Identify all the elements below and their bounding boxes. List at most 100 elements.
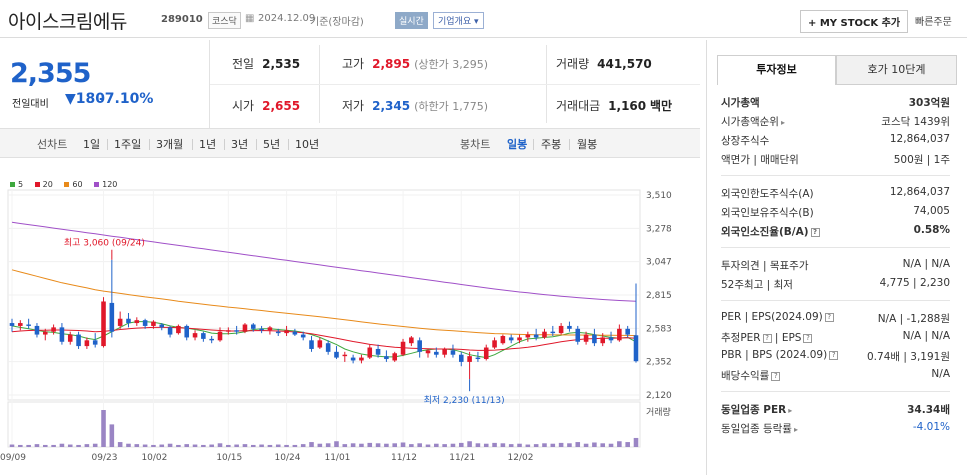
period-1y[interactable]: 1년 [199,138,217,151]
volume-bar [259,444,264,447]
info-label: 배당수익률? [721,368,781,383]
lower-limit: (하한가 1,775) [414,100,488,113]
volume-bar [608,443,614,447]
volume-bar [409,444,414,447]
help-icon[interactable]: ? [803,333,813,343]
axes: 3,510 3,278 3,047 2,815 2,583 2,352 2,120 09/09… [0,191,672,463]
candle-body [475,357,481,360]
realtime-button[interactable]: 실시간 [395,12,428,29]
info-value: 코스닥 1439위 [881,116,950,128]
amount-label: 거래대금 [556,99,601,113]
tab-investment-info[interactable]: 투자정보 [717,55,836,85]
volume-bar [275,444,281,447]
volume-pane-frame [7,401,641,448]
candle-body [76,334,81,347]
volume-bar [575,442,581,447]
info-label: 외국인보유주식수(B) [721,207,814,219]
quote-basis: 기준(장마감) [310,17,364,28]
open-label: 시가 [232,99,255,113]
info-row: 외국인보유주식수(B) 74,005 [721,205,950,223]
period-10y[interactable]: 10년 [295,138,320,151]
candle-weekly[interactable]: 주봉 [541,138,562,151]
volume-bar [633,437,639,447]
investment-info-panel: 투자정보 호가 10단계 시가총액 303억원 시가총액순위 ▸ 코스닥 1439위 … [706,40,967,475]
candle-body [400,341,406,355]
candle-body [359,357,364,361]
add-my-stock-button[interactable]: + MY STOCK 추가 [800,10,909,33]
candle-daily[interactable]: 일봉 [507,138,528,151]
candle-body [267,327,273,331]
period-3m[interactable]: 3개월 [156,138,184,151]
info-row: 배당수익률? N/A [721,368,950,386]
opinion-value: N/A [902,258,922,270]
help-icon[interactable]: ? [762,333,772,343]
tab-order-book[interactable]: 호가 10단계 [836,55,957,85]
candle-body [84,340,90,347]
candle-body [167,327,173,335]
ma-20-line [11,326,637,351]
volume-bar [517,443,522,447]
volume-bar [284,444,289,447]
candle-body [159,324,165,328]
info-label: 52주최고 | 최저 [721,279,793,291]
volume-bar [417,443,422,447]
info-row: 외국인소진율(B/A)? 0.58% [721,224,950,242]
period-3y[interactable]: 3년 [231,138,249,151]
candle-body [350,357,356,361]
volume-bar [567,443,572,447]
volume-bar [9,444,15,447]
info-label: 액면가 | 매매단위 [721,154,799,166]
current-price: 2,355 [10,58,91,89]
info-label: 동일업종 등락률 ▸ [721,421,798,436]
trade-amount: 거래대금 1,160 백만 [556,97,672,114]
candle-body [450,350,456,355]
candle-body [101,301,106,347]
volume-bar [508,444,514,447]
volume-bar [34,444,40,447]
volume-bar [625,442,630,447]
price-chart[interactable]: 3,510 3,278 3,047 2,815 2,583 2,352 2,120 09/09… [0,185,700,475]
info-value: -4.01% [912,421,950,433]
info-row: 동일업종 등락률 ▸ -4.01% [721,421,950,439]
volume-bar [392,443,398,447]
info-row: PER | EPS(2024.09)? N/A | -1,288원 [721,311,950,329]
volume-bar [42,444,48,447]
period-5y[interactable]: 5년 [263,138,281,151]
52w-low-label: 최저 [773,279,793,291]
legend-ma60: 60 [64,180,83,189]
quick-order-link[interactable]: 빠른주문 [915,17,952,28]
info-value: 12,864,037 [889,133,950,145]
legend-ma5-label: 5 [18,180,24,189]
legend-ma60-swatch [64,182,70,187]
candle-monthly[interactable]: 월봉 [577,138,598,151]
divider [721,175,950,176]
help-icon[interactable]: ? [771,371,781,381]
legend-ma20-swatch [34,182,40,187]
info-value: 74,005 [913,205,950,217]
prev-close: 전일 2,535 [232,55,300,72]
period-1d[interactable]: 1일 [83,138,101,151]
separator [533,139,534,150]
volume-bar [292,444,298,447]
help-icon[interactable]: ? [810,227,820,237]
volume-bar [300,444,306,447]
help-icon[interactable]: ? [824,312,834,322]
y-tick-label: 3,047 [646,258,672,268]
volume-bar [309,442,314,447]
info-row: PBR | BPS (2024.09)? 0.74배 | 3,191원 [721,349,950,367]
est-eps-value: N/A [931,330,950,342]
company-info-dropdown[interactable]: 기업개요 ▾ [433,12,484,29]
help-icon[interactable]: ? [829,350,839,360]
info-value: N/A | N/A [902,258,950,270]
info-label: 외국인소진율(B/A)? [721,224,820,239]
legend-ma120-label: 120 [102,180,118,189]
info-value: N/A | -1,288원 [877,313,950,325]
candle-body [259,328,264,331]
legend-ma5: 5 [10,180,23,189]
volume-bar [367,442,373,447]
info-value: 0.74배 | 3,191원 [867,351,950,363]
industry-per-label: 동일업종 PER [721,404,787,416]
face-value-label: 액면가 [721,154,750,166]
period-1w[interactable]: 1주일 [114,138,142,151]
volume-bar [101,410,106,447]
